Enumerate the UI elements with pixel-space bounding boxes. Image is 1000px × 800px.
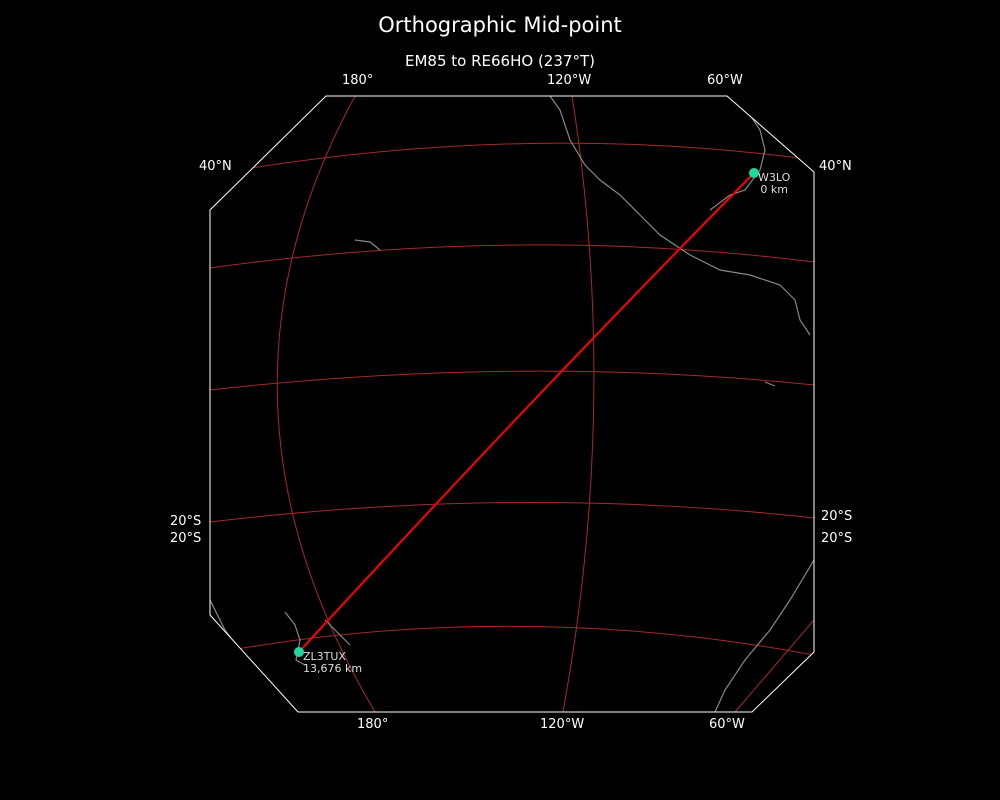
tick-right-20s-2: 20°S	[821, 531, 853, 546]
tick-top-120w: 120°W	[547, 73, 592, 88]
station-label-zl3tux: ZL3TUX 13,676 km	[303, 651, 362, 675]
coastlines	[210, 96, 814, 712]
map-title: Orthographic Mid-point	[378, 13, 622, 37]
tick-bottom-60w: 60°W	[709, 717, 745, 732]
great-circle-path	[298, 172, 755, 653]
meridian-60w	[726, 96, 814, 151]
station-marker-zl3tux	[294, 647, 304, 657]
parallel-40n	[210, 142, 814, 176]
tick-left-20s: 20°S	[170, 514, 202, 529]
tick-left-20s-2: 20°S	[170, 531, 202, 546]
station-distance: 0 km	[760, 183, 788, 196]
graticule	[210, 96, 814, 712]
station-label-w3lo: W3LO 0 km	[758, 172, 790, 196]
parallel-20n	[210, 244, 814, 269]
tick-left-40n: 40°N	[199, 159, 232, 174]
map-border	[209, 95, 815, 713]
map-subtitle: EM85 to RE66HO (237°T)	[405, 52, 595, 70]
tick-right-20s: 20°S	[821, 509, 853, 524]
tick-top-60w: 60°W	[707, 73, 743, 88]
tick-right-40n: 40°N	[819, 159, 852, 174]
tick-bottom-120w: 120°W	[540, 717, 585, 732]
meridian-120w	[562, 96, 595, 712]
parallel-0	[210, 370, 814, 391]
tick-top-180: 180°	[342, 73, 374, 88]
station-call: ZL3TUX	[303, 650, 346, 663]
station-call: W3LO	[758, 171, 791, 184]
station-distance: 13,676 km	[303, 662, 363, 675]
meridian-180	[276, 96, 376, 712]
parallel-20s	[210, 501, 814, 523]
meridian-60w-south	[734, 619, 814, 712]
station-marker-w3lo	[749, 168, 759, 178]
tick-bottom-180: 180°	[357, 717, 389, 732]
